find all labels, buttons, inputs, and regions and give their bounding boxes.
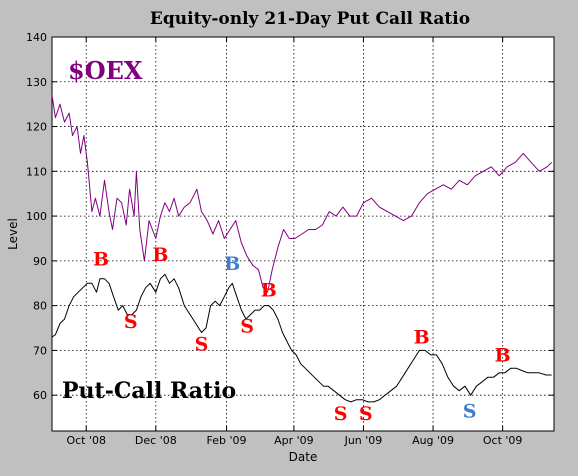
y-tick-label: 70 — [33, 344, 47, 357]
plot-area — [51, 36, 555, 432]
sell-signal-label: S — [359, 403, 373, 425]
buy-signal-label: B — [261, 280, 277, 302]
sell-signal-label: S — [124, 311, 138, 333]
series-line-oex — [51, 95, 553, 293]
y-tick-label: 80 — [33, 300, 47, 313]
sell-signal-label: S — [240, 316, 254, 338]
oex-series-label: $OEX — [68, 56, 143, 85]
y-tick-label: 60 — [33, 389, 47, 402]
y-tick-label: 130 — [26, 76, 47, 89]
y-axis-label: Level — [6, 218, 20, 250]
buy-signal-label: B — [414, 327, 430, 349]
x-tick-label: Oct '09 — [483, 434, 523, 447]
put-call-series-label: Put-Call Ratio — [62, 378, 236, 404]
series-lines — [51, 95, 553, 403]
series-line-put-call-ratio — [51, 273, 552, 403]
buy-signal-label: B — [224, 253, 240, 275]
x-tick-label: Jun '09 — [344, 434, 383, 447]
x-tick-label: Feb '09 — [207, 434, 247, 447]
x-tick-label: Oct '08 — [66, 434, 106, 447]
y-tick-label: 140 — [26, 31, 47, 44]
y-tick-label: 110 — [26, 165, 47, 178]
buy-signal-label: B — [495, 345, 511, 367]
y-tick-label: 120 — [26, 121, 47, 134]
x-tick-label: Apr '09 — [274, 434, 314, 447]
buy-signal-label: B — [93, 248, 109, 270]
sell-signal-label: S — [334, 403, 348, 425]
grid — [52, 36, 554, 431]
y-tick-label: 100 — [26, 210, 47, 223]
buy-signal-label: B — [152, 244, 168, 266]
x-tick-label: Dec '08 — [135, 434, 177, 447]
ticks: 60 70 80 90 100 110 120 130 140 Oct '08 Dec '08 Feb… — [26, 31, 554, 447]
x-axis-label: Date — [289, 450, 318, 464]
sell-signal-label: S — [463, 401, 477, 423]
y-tick-label: 90 — [33, 255, 47, 268]
x-tick-label: Aug '09 — [412, 434, 454, 447]
sell-signal-label: S — [195, 333, 209, 355]
chart-title: Equity-only 21-Day Put Call Ratio — [150, 9, 470, 29]
